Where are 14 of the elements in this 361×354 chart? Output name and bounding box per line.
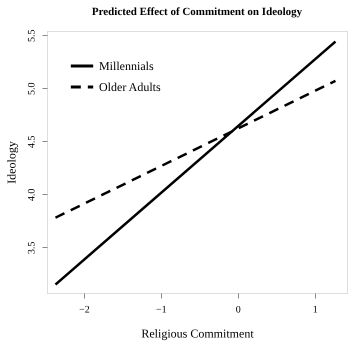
chart-title: Predicted Effect of Commitment on Ideology (92, 6, 303, 18)
y-tick-label: 5.0 (26, 82, 38, 96)
y-tick-label: 5.5 (26, 29, 38, 42)
x-tick-label: 0 (236, 304, 241, 316)
legend-label: Older Adults (99, 80, 161, 94)
x-tick-label: 1 (312, 304, 318, 316)
y-axis-title: Ideology (4, 141, 18, 184)
y-tick-label: 3.5 (26, 242, 38, 254)
x-axis-title: Religious Commitment (141, 326, 254, 340)
y-tick-label: 4.5 (26, 136, 38, 148)
y-tick-label: 4.0 (26, 188, 38, 202)
legend-label: Millennials (99, 59, 154, 73)
x-tick-label: −1 (156, 304, 167, 316)
x-tick-label: −2 (79, 304, 90, 316)
